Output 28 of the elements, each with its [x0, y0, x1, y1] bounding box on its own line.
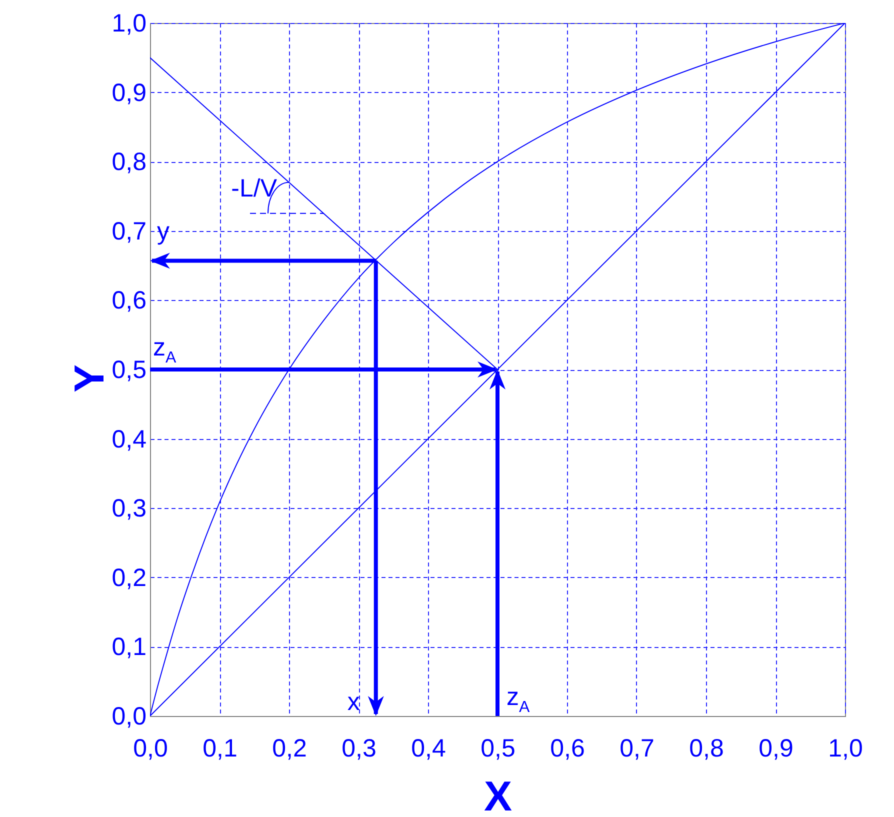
x-tick-label: 0,2 [272, 734, 307, 762]
y-tick-label: 0,1 [112, 633, 146, 662]
y-tick-label: 0,3 [112, 494, 146, 523]
x-tick-label: 0,5 [480, 734, 516, 762]
x-tick-label: 1,0 [828, 734, 863, 762]
annotation: z$_{A}$ [153, 334, 176, 366]
x-axis-title: X [484, 772, 512, 817]
x-tick-label: 0,8 [689, 734, 724, 762]
y-axis-title: Y [66, 364, 112, 393]
x-tick-label: 0,0 [133, 734, 168, 762]
annotation: z$_{A}$ [506, 683, 530, 716]
y-tick-label: 0,4 [112, 425, 147, 454]
x-tick-label: 0,6 [550, 734, 585, 762]
x-tick-label: 0,4 [411, 734, 446, 762]
y-tick-label: 0,2 [112, 564, 146, 592]
y-tick-label: 0,0 [112, 702, 146, 730]
x-tick-label: 0,9 [758, 734, 794, 762]
y-tick-label: 0,8 [112, 148, 146, 176]
x-tick-label: 0,1 [202, 734, 238, 762]
y-tick-label: 0,9 [112, 78, 146, 107]
y-tick-label: 0,7 [112, 217, 146, 246]
y-tick-label: 0,5 [112, 356, 146, 384]
x-tick-label: 0,3 [342, 734, 376, 762]
y-tick-label: 0,6 [112, 286, 146, 315]
x-tick-label: 0,7 [620, 734, 654, 762]
annotation: x [347, 688, 360, 716]
y-tick-label: 1,0 [112, 10, 146, 38]
annotation: -L/V [231, 174, 278, 202]
